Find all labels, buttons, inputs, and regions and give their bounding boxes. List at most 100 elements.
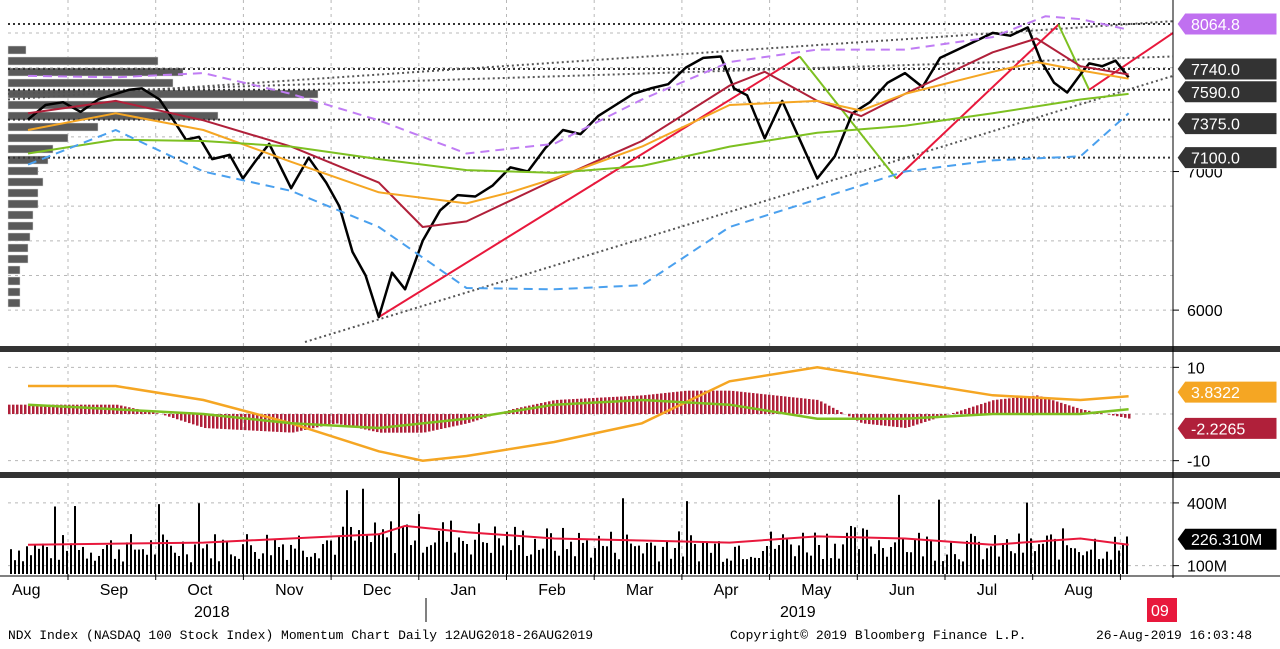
volume-bar xyxy=(566,549,568,574)
volume-bar xyxy=(10,549,12,574)
histogram-bar xyxy=(1036,395,1039,414)
x-month-label: Jul xyxy=(977,582,997,599)
volume-bar xyxy=(34,544,36,574)
volume-bar xyxy=(494,526,496,574)
volume-bar xyxy=(934,560,936,574)
volume-profile-bar xyxy=(7,188,39,198)
histogram-bar xyxy=(996,399,999,414)
volume-bar xyxy=(82,546,84,574)
histogram-bar xyxy=(760,393,763,414)
series-momentum-signal xyxy=(27,398,1129,430)
volume-bar xyxy=(1026,502,1028,574)
histogram-bar xyxy=(148,411,151,414)
histogram-bar xyxy=(716,390,719,414)
histogram-bar xyxy=(1060,402,1063,414)
histogram-bar xyxy=(32,404,35,414)
histogram-bar xyxy=(12,404,15,414)
histogram-bar xyxy=(784,396,787,414)
volume-bar xyxy=(698,561,700,574)
histogram-bar xyxy=(1008,398,1011,414)
volume-bar xyxy=(954,554,956,574)
volume-bar xyxy=(254,552,256,574)
momentum-tag-bg xyxy=(1176,380,1278,404)
volume-bar xyxy=(570,541,572,574)
volume-bar xyxy=(166,539,168,574)
volume-bar xyxy=(434,542,436,574)
volume-bar xyxy=(522,530,524,574)
volume-bar xyxy=(562,527,564,574)
volume-bar xyxy=(722,561,724,574)
volume-bar xyxy=(438,531,440,574)
volume-bar xyxy=(22,561,24,574)
volume-bar xyxy=(918,532,920,574)
histogram-bar xyxy=(1072,406,1075,414)
histogram-bar xyxy=(44,404,47,414)
volume-bar xyxy=(14,560,16,574)
histogram-bar xyxy=(748,392,751,414)
histogram-bar xyxy=(556,399,559,414)
volume-bar xyxy=(190,562,192,574)
volume-bar xyxy=(554,550,556,574)
volume-bar xyxy=(526,555,528,574)
volume-bar xyxy=(970,533,972,574)
volume-bar xyxy=(582,542,584,574)
histogram-bar xyxy=(644,395,647,414)
footer: NDX Index (NASDAQ 100 Stock Index) Momen… xyxy=(0,626,1280,649)
volume-bar xyxy=(418,514,420,574)
volume-bar xyxy=(1126,536,1128,574)
volume-bar xyxy=(94,560,96,574)
histogram-bar xyxy=(356,414,359,428)
histogram-bar xyxy=(856,414,859,421)
series-momentum-ma xyxy=(28,366,1129,462)
histogram-bar xyxy=(1076,407,1079,414)
volume-profile-bar xyxy=(7,210,34,220)
histogram-bar xyxy=(1084,410,1087,414)
histogram-bar xyxy=(596,397,599,414)
volume-bar xyxy=(206,544,208,574)
volume-profile-bar xyxy=(7,122,99,132)
volume-bar xyxy=(18,550,20,574)
histogram-bar xyxy=(1080,409,1083,414)
volume-bar xyxy=(506,531,508,574)
volume-bar xyxy=(46,546,48,574)
volume-bar xyxy=(834,543,836,574)
volume-bar xyxy=(1122,544,1124,574)
price-tag-bg xyxy=(1176,146,1278,170)
histogram-bar xyxy=(1128,414,1131,419)
histogram-bar xyxy=(184,414,187,422)
volume-bar xyxy=(790,544,792,574)
volume-bar xyxy=(926,536,928,574)
volume-bar xyxy=(202,548,204,574)
histogram-bar xyxy=(1120,414,1123,417)
volume-bar xyxy=(702,542,704,574)
panel-divider xyxy=(0,472,1280,478)
volume-bar xyxy=(778,545,780,574)
momentum-tag: -2.2265 xyxy=(1191,421,1245,438)
volume-bar xyxy=(994,535,996,574)
histogram-bar xyxy=(1000,399,1003,414)
histogram-bar xyxy=(208,414,211,429)
histogram-bar xyxy=(768,394,771,414)
histogram-bar xyxy=(540,403,543,414)
volume-bar xyxy=(838,558,840,574)
volume-bar xyxy=(550,533,552,574)
volume-bar xyxy=(774,548,776,574)
histogram-bar xyxy=(28,404,31,414)
volume-bar xyxy=(1054,538,1056,574)
histogram-bar xyxy=(568,399,571,414)
volume-profile-bar xyxy=(7,177,44,187)
histogram-bar xyxy=(652,394,655,414)
histogram-bar xyxy=(836,409,839,414)
price-tag: 7100.0 xyxy=(1191,151,1240,168)
volume-bar xyxy=(374,522,376,574)
volume-profile-bar xyxy=(7,276,21,286)
volume-bar xyxy=(730,560,732,574)
volume-bar xyxy=(966,540,968,574)
volume-bar xyxy=(942,561,944,574)
volume-bar xyxy=(622,498,624,574)
volume-profile-bar xyxy=(7,166,39,176)
volume-bar xyxy=(222,539,224,574)
x-year-label: 2018 xyxy=(194,604,230,621)
volume-bar xyxy=(458,537,460,574)
